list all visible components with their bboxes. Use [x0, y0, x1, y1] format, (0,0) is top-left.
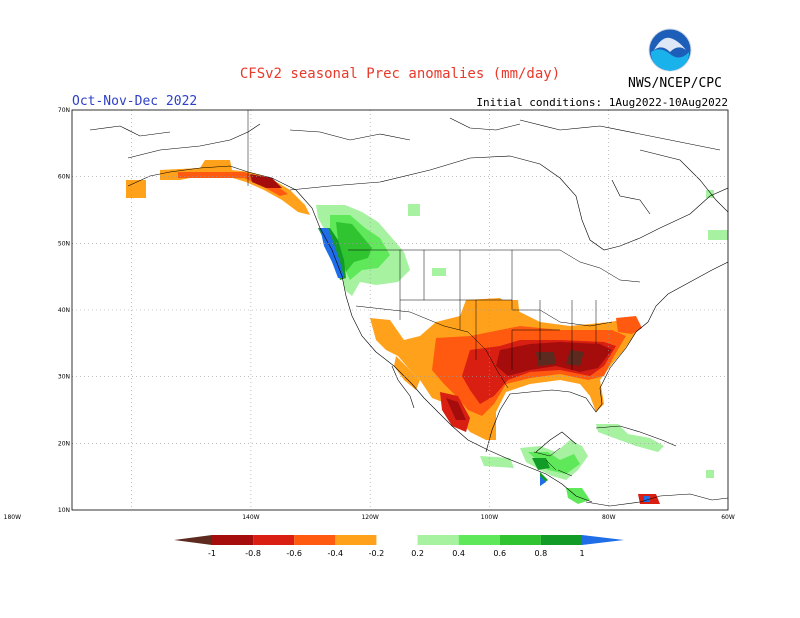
colorbar-segment — [335, 535, 377, 545]
lon-label-140W: 140W — [242, 514, 259, 521]
map-area — [72, 110, 728, 510]
colorbar-segment — [376, 535, 418, 545]
anomaly-wet-panama — [566, 488, 590, 504]
colorbar-arrow-low — [174, 535, 212, 545]
map-frame — [71, 109, 729, 511]
anomaly-wet-central-america-mid — [528, 452, 580, 474]
colorbar-segment — [499, 535, 541, 545]
coastlines — [89, 117, 728, 507]
colorbar-segment — [294, 535, 336, 545]
lat-label-20N: 20N — [58, 440, 70, 447]
colorbar-segment — [212, 535, 254, 545]
lon-label-100W: 100W — [481, 514, 498, 521]
anomaly-dry-baja — [394, 356, 420, 390]
colorbar-label: -1 — [208, 549, 216, 558]
lon-label-120W: 120W — [361, 514, 378, 521]
anomaly-very-dry-mexico — [446, 398, 466, 420]
colorbar-label: 0.8 — [535, 549, 548, 558]
lat-label-30N: 30N — [58, 374, 70, 381]
lat-label-50N: 50N — [58, 240, 70, 247]
colorbar: -1 -0.8 -0.6 -0.4 -0.2 0.2 0.4 0.6 0.8 1 — [174, 535, 624, 558]
noaa-logo-icon — [648, 28, 692, 72]
anomaly-wet-caribbean — [480, 424, 714, 478]
agency-label: NWS/NCEP/CPC — [628, 76, 722, 91]
chart-title: CFSv2 seasonal Prec anomalies (mm/day) — [239, 66, 561, 82]
lon-label-180W: 180W — [4, 514, 21, 521]
lat-label-40N: 40N — [58, 307, 70, 314]
lon-label-60W: 60W — [721, 514, 735, 521]
colorbar-label: 0.2 — [411, 549, 424, 558]
anomaly-wettest-central-america — [540, 476, 546, 486]
anomaly-dry-central-plains — [486, 300, 520, 322]
political-borders — [247, 110, 641, 477]
lat-label-60N: 60N — [58, 174, 70, 181]
lon-label-80W: 80W — [602, 514, 616, 521]
colorbar-label: 1 — [579, 549, 584, 558]
colorbar-segment — [253, 535, 295, 545]
colorbar-label: 0.6 — [493, 549, 506, 558]
season-label: Oct-Nov-Dec 2022 — [72, 94, 198, 109]
latitude-labels: 70N 60N 50N 40N 30N 20N 10N — [58, 107, 70, 514]
anomaly-dry-alaska — [160, 160, 310, 215]
colorbar-label: 0.4 — [452, 549, 465, 558]
anomaly-fields — [126, 160, 728, 504]
colorbar-label: -0.8 — [245, 549, 261, 558]
graticule — [72, 110, 728, 510]
anomaly-very-dry-alaska — [250, 174, 282, 188]
lat-label-10N: 10N — [58, 507, 70, 514]
colorbar-label: -0.2 — [369, 549, 385, 558]
colorbar-arrow-high — [582, 535, 624, 545]
anomaly-dry-northeast — [616, 316, 642, 334]
lat-label-70N: 70N — [58, 107, 70, 114]
anomaly-wet-east-canada — [408, 190, 728, 276]
initial-conditions-label: Initial conditions: 1Aug2022-10Aug2022 — [476, 96, 728, 109]
longitude-labels: 180W 140W 120W 100W 80W 60W — [4, 514, 735, 521]
colorbar-label: -0.4 — [328, 549, 344, 558]
anomaly-wet-central-america-strong — [532, 458, 550, 486]
colorbar-segment — [540, 535, 582, 545]
colorbar-segment — [458, 535, 500, 545]
colorbar-segment — [417, 535, 459, 545]
anomaly-dry-alaska-west — [126, 180, 146, 198]
colorbar-label: -0.6 — [286, 549, 302, 558]
anomaly-wet-pnw-strong — [336, 222, 372, 272]
